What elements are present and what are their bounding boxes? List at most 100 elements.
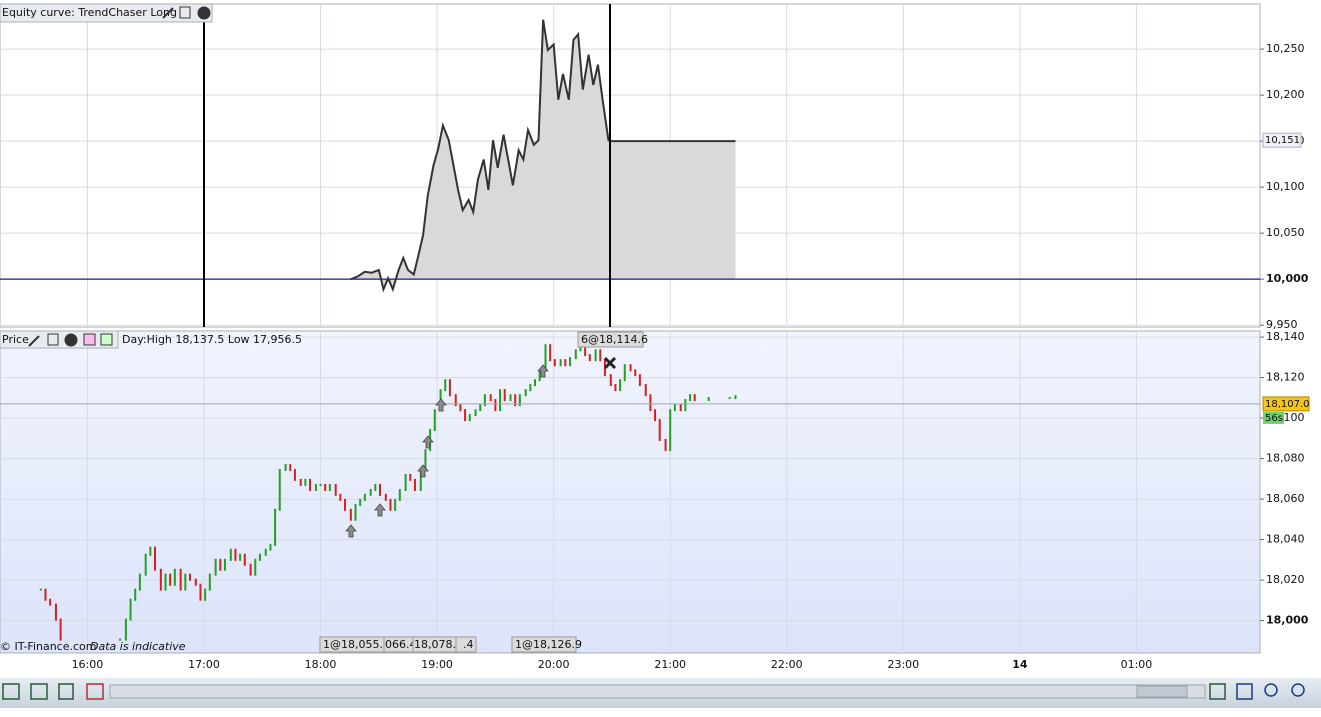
price-bar — [549, 344, 552, 362]
price-bar — [214, 558, 217, 576]
price-bar — [164, 573, 167, 591]
price-bar — [293, 468, 296, 481]
price-bar — [384, 493, 387, 501]
price-bar — [544, 344, 547, 372]
copyright: © IT-Finance.com — [0, 640, 97, 653]
price-bar — [499, 389, 502, 412]
price-bar — [444, 379, 447, 392]
price-bar — [54, 603, 57, 621]
trade-label: 18,078.9 — [414, 638, 463, 651]
price-bar — [199, 583, 202, 601]
price-panel — [0, 330, 1261, 654]
tool-button[interactable] — [86, 683, 104, 700]
up-icon[interactable] — [100, 333, 113, 346]
price-bar — [619, 379, 622, 392]
x-tick-label: 20:00 — [538, 658, 570, 671]
price-bar — [243, 553, 246, 566]
price-bar — [564, 359, 567, 367]
price-bar — [664, 438, 667, 452]
price-bar — [623, 364, 626, 382]
countdown-box — [1263, 411, 1284, 424]
price-bar — [538, 369, 541, 382]
equity-title: Equity curve: TrendChaser Long — [2, 6, 177, 19]
price-bar — [269, 543, 272, 551]
down-icon[interactable] — [83, 333, 96, 346]
price-bar — [638, 374, 641, 387]
price-bar — [424, 449, 427, 471]
countdown: 56s — [1265, 413, 1283, 424]
price-bar — [448, 379, 451, 397]
price-bar — [483, 394, 486, 407]
price-bar — [309, 478, 312, 491]
price-bar — [409, 473, 412, 481]
trade-label: 6@18,114.6 — [581, 333, 648, 346]
price-bar — [149, 546, 152, 556]
tool-button[interactable] — [2, 683, 20, 700]
trade-label: .4 — [463, 638, 474, 651]
price-bar — [503, 389, 506, 402]
tool-button[interactable] — [1236, 683, 1253, 700]
header-icons — [28, 333, 113, 347]
price-bar — [179, 568, 182, 591]
price-bar — [614, 384, 617, 392]
y-tick-label: 18,060 — [1266, 492, 1305, 505]
price-bar — [289, 464, 292, 471]
wrench-icon[interactable] — [162, 7, 174, 19]
scrollbar[interactable] — [109, 684, 1206, 699]
close-icon[interactable] — [197, 6, 211, 20]
x-tick-label: 21:00 — [654, 658, 686, 671]
price-bar — [568, 357, 571, 367]
price-bar — [359, 498, 362, 506]
price-bar — [514, 394, 517, 407]
price-bar — [249, 563, 252, 576]
tool-button[interactable] — [58, 683, 74, 700]
price-bar — [559, 359, 562, 367]
price-bar — [599, 349, 602, 362]
buy-arrow — [374, 503, 386, 517]
disclaimer: Data is indicative — [90, 640, 186, 653]
price-bar — [144, 553, 147, 576]
price-bar — [188, 573, 191, 581]
price-bar — [509, 394, 512, 402]
equity-line — [350, 19, 736, 293]
equity-header — [0, 3, 213, 23]
window-icon[interactable] — [179, 6, 191, 19]
price-bar — [208, 573, 211, 591]
wrench-icon[interactable] — [28, 335, 40, 347]
price-bar — [489, 394, 492, 402]
window-icon[interactable] — [47, 333, 59, 346]
price-bar — [339, 493, 342, 501]
price-bar — [134, 588, 137, 601]
price-bar — [404, 473, 407, 491]
price-bar — [39, 588, 42, 591]
price-bar — [494, 399, 497, 412]
price-bar — [413, 478, 416, 491]
price-bar — [169, 573, 172, 586]
price-bar — [524, 389, 527, 397]
buy-arrow — [537, 364, 549, 378]
buy-arrow — [435, 398, 447, 412]
price-bar — [319, 483, 322, 486]
x-tick-label: 22:00 — [771, 658, 803, 671]
price-bar — [349, 508, 352, 521]
y-tick-label: 18,040 — [1266, 533, 1305, 546]
price-bar — [707, 397, 710, 402]
price-bar — [159, 568, 162, 591]
price-bar — [684, 399, 687, 412]
price-bar — [234, 548, 237, 561]
tool-button[interactable] — [30, 683, 48, 700]
zoom-in[interactable] — [1291, 683, 1305, 697]
price-bar — [658, 419, 661, 441]
x-tick-label: 16:00 — [72, 658, 104, 671]
price-bar — [369, 488, 372, 496]
price-bar — [394, 498, 397, 511]
zoom-out[interactable] — [1264, 683, 1278, 697]
scroll-thumb[interactable] — [1136, 685, 1188, 698]
price-bar — [258, 553, 261, 561]
close-icon[interactable] — [64, 333, 78, 347]
tool-button[interactable] — [1209, 683, 1226, 700]
y-tick-label: 10,250 — [1266, 42, 1305, 55]
trade-label: 1@18,126.9 — [515, 638, 582, 651]
price-bar — [344, 498, 347, 511]
x-tick-label: 14 — [1012, 658, 1028, 671]
